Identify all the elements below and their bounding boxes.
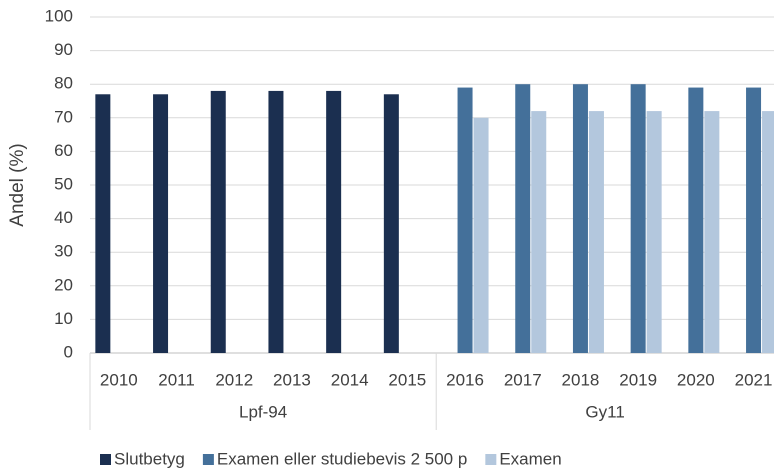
bar [383,94,399,353]
x-tick-label: 2019 [619,370,657,389]
bar [572,84,588,353]
y-tick-label: 10 [54,309,73,328]
bar [646,111,662,353]
x-tick-label: 2013 [273,370,311,389]
bar [704,111,720,353]
bar [762,111,774,353]
x-tick-label: 2015 [388,370,426,389]
x-tick-label: 2012 [215,370,253,389]
legend-label: Examen [499,449,561,468]
y-tick-label: 90 [54,40,73,59]
bar [630,84,646,353]
x-tick-label: 2014 [331,370,369,389]
bar [588,111,604,353]
legend-swatch [485,454,497,465]
bar [746,87,762,353]
legend-swatch [202,454,214,465]
x-tick-label: 2018 [562,370,600,389]
bar [688,87,704,353]
y-tick-label: 80 [54,74,73,93]
bar [268,90,284,354]
x-tick-label: 2016 [446,370,484,389]
bar [473,117,489,353]
y-tick-label: 30 [54,242,73,261]
y-tick-label: 50 [54,174,73,193]
y-tick-label: 100 [45,6,73,25]
legend-label: Slutbetyg [114,449,185,468]
x-tick-label: 2011 [158,370,195,389]
bar [326,90,342,354]
x-tick-label: 2020 [677,370,715,389]
group-label: Gy11 [585,402,624,421]
bar [531,111,547,353]
group-label: Lpf-94 [239,402,287,421]
bar [457,87,473,353]
y-tick-label: 20 [54,275,73,294]
bar [95,94,111,353]
x-tick-label: 2017 [504,370,542,389]
y-tick-label: 70 [54,107,73,126]
bar [515,84,531,353]
x-tick-label: 2021 [735,370,773,389]
bar [210,90,226,354]
y-tick-label: 0 [64,342,73,361]
bar [153,94,169,353]
legend-label: Examen eller studiebevis 2 500 p [217,449,467,468]
y-tick-label: 60 [54,141,73,160]
y-axis-label: Andel (%) [7,143,28,226]
legend-swatch [100,454,111,465]
x-tick-label: 2010 [100,370,138,389]
y-tick-label: 40 [54,208,73,227]
